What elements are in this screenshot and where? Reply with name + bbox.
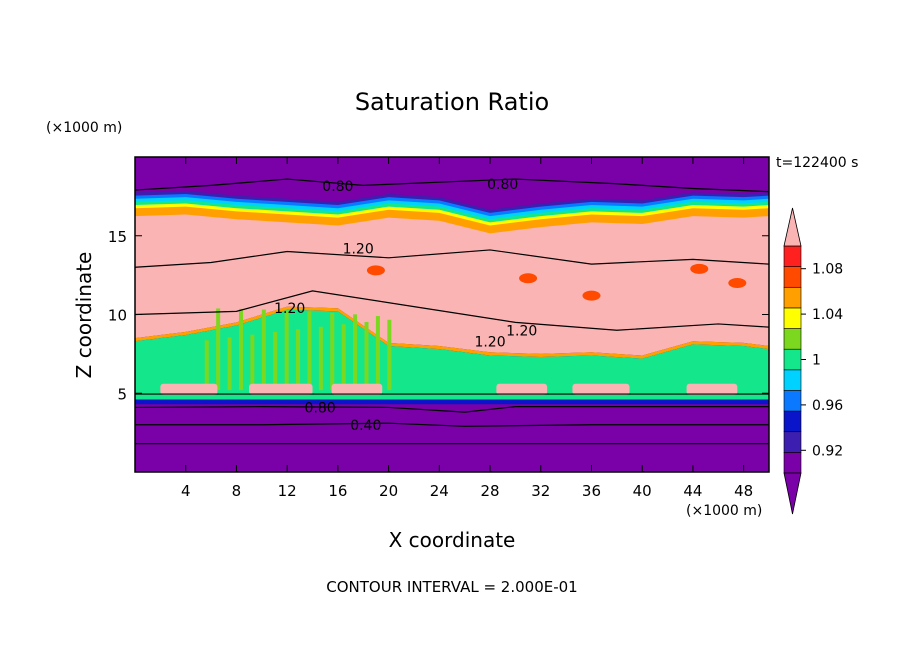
contour-line [134,290,770,331]
colorbar-label: 1 [812,353,821,369]
contour-label: 0.80 [305,400,336,416]
contour-line [134,406,769,413]
moist-patch [519,273,538,284]
colorbar-segment [783,390,802,412]
x-tick-label: 12 [278,482,297,500]
colorbar-segment [783,266,802,288]
colorbar-segment [783,348,802,371]
colorbar-label: 1.08 [812,262,843,278]
band-lower-blue [135,399,769,405]
time-label: t=122400 s [776,155,859,171]
green-streak [238,308,243,391]
chart-title: Saturation Ratio [354,88,550,116]
supersaturated-pocket [249,383,313,395]
contour-label: 0.80 [487,177,518,193]
green-streak [318,326,323,391]
y-tick-label: 10 [108,307,127,325]
x-tick-label: 20 [379,482,398,500]
x-tick-label: 16 [328,482,347,500]
colorbar-label: 1.04 [812,307,843,323]
contour-labels: 0.80 0.801.201.201.201.200.800.40 [274,177,537,434]
moist-patch [728,278,747,288]
x-unit-label: (×1000 m) [686,503,763,519]
green-streak [387,319,392,391]
green-streak [307,311,312,391]
band-upper-orange [135,206,769,235]
colorbar-label: 0.96 [812,398,843,414]
x-tick-label: 48 [734,482,753,500]
green-streak [375,316,380,391]
moist-patch [690,263,709,274]
contour-line [134,249,770,268]
x-tick-label: 8 [232,482,242,500]
colorbar-segment [783,369,802,391]
green-streak [204,340,209,391]
green-streak [284,310,289,391]
band-supersaturated [135,214,769,356]
y-unit-label: (×1000 m) [46,120,123,136]
colorbar-segment [783,452,802,474]
contour-label: 0.40 [350,418,381,434]
contour-label: 1.20 [474,334,505,350]
colorbar-segment [783,431,802,453]
green-streak [216,308,221,391]
green-streak [330,312,335,391]
green-streak [273,331,278,391]
y-tick-label: 15 [108,228,127,246]
green-streak [261,309,266,391]
band-lower-orange [135,306,769,359]
colorbar-over-arrow [783,207,802,247]
contour-interval-label: CONTOUR INTERVAL = 2.000E-01 [326,578,578,596]
colorbar-segment [783,410,802,433]
contour-lines [134,178,770,445]
contour-label: 1.20 [343,241,374,257]
supersaturated-pocket [160,383,218,395]
colorbar-segment [783,307,802,329]
contour-label: 0.80 [322,179,353,195]
colorbar-label: 0.92 [812,443,843,459]
green-streak [227,337,232,391]
supersaturated-pocket [572,383,630,395]
colorbar-segment [783,328,802,350]
x-tick-label: 40 [633,482,652,500]
green-streak [341,324,346,391]
y-tick-label: 5 [117,385,127,403]
green-streak [364,321,369,391]
colorbar-segment [783,245,802,267]
colorbar-under-arrow [783,472,802,515]
x-tick-label: 44 [683,482,702,500]
green-streak [296,329,301,391]
supersaturated-pocket [331,383,383,395]
contour-label: 1.20 [506,323,537,339]
contour-line [135,422,769,427]
x-tick-label: 4 [181,482,191,500]
supersaturated-pocket [686,383,738,395]
contour-field [135,157,769,472]
x-tick-label: 32 [531,482,550,500]
colorbar-segment [783,286,802,309]
green-streak [353,314,358,391]
x-tick-label: 28 [480,482,499,500]
contour-label: 1.20 [274,301,305,317]
supersaturated-pocket [496,383,548,395]
x-tick-label: 36 [582,482,601,500]
band-lower-green [135,309,769,400]
contour-line [134,178,770,193]
colorbar: 1.08 1.04 1 0.96 0.92 [783,207,843,515]
moist-patch [582,290,601,301]
green-streak [250,334,255,391]
x-tick-label: 24 [430,482,449,500]
x-axis-label: X coordinate [388,528,516,552]
moist-patch [366,265,385,276]
